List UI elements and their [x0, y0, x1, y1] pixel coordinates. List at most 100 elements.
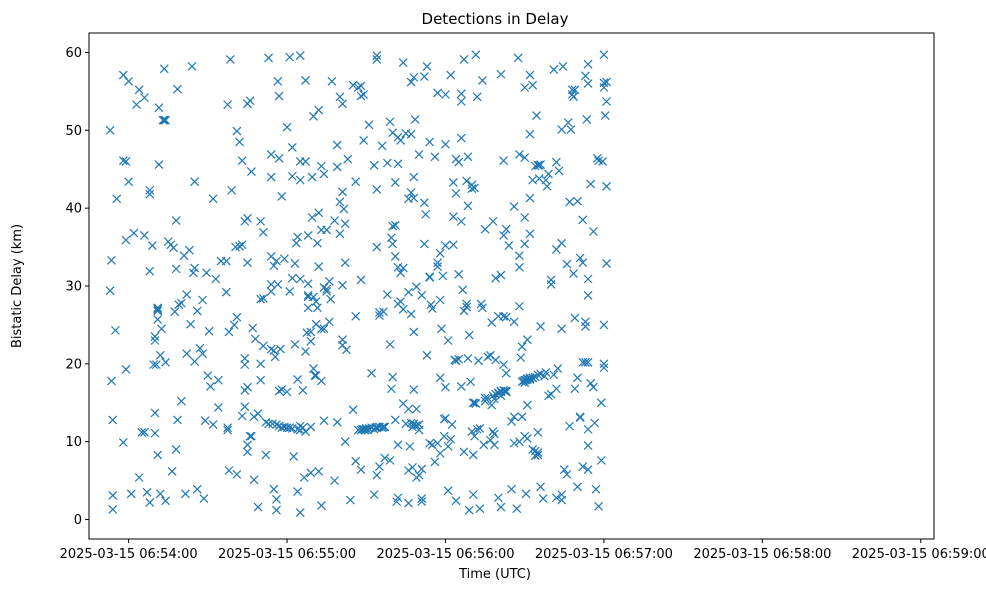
data-point	[514, 301, 524, 311]
data-point	[274, 386, 284, 396]
data-point	[583, 79, 593, 89]
data-point	[553, 364, 563, 373]
data-point	[417, 497, 427, 507]
data-point	[240, 402, 250, 412]
data-point	[272, 420, 281, 429]
data-point	[470, 431, 479, 441]
data-point	[507, 417, 516, 426]
data-point	[583, 441, 593, 451]
data-point	[398, 58, 408, 68]
data-point	[496, 502, 506, 512]
data-point	[602, 77, 611, 87]
data-point	[279, 254, 289, 264]
data-point	[433, 262, 442, 271]
data-point	[514, 251, 524, 261]
data-point	[517, 412, 527, 422]
data-point	[314, 262, 324, 271]
data-point	[266, 280, 276, 289]
data-point	[471, 50, 481, 60]
data-point	[435, 248, 445, 258]
data-point	[105, 286, 115, 296]
data-point	[182, 290, 192, 299]
data-point	[174, 300, 184, 310]
data-point	[462, 302, 472, 312]
data-point	[602, 259, 611, 268]
data-point	[594, 501, 604, 511]
x-tick-label: 2025-03-15 06:55:00	[218, 547, 356, 562]
data-point	[261, 450, 271, 460]
data-point	[525, 129, 535, 139]
data-point	[232, 126, 242, 136]
data-point	[433, 438, 442, 448]
data-point	[393, 493, 403, 503]
data-point	[369, 490, 379, 500]
data-point	[202, 268, 211, 278]
data-point	[463, 201, 473, 211]
data-point	[223, 100, 233, 110]
data-point	[599, 320, 609, 330]
data-point	[388, 221, 398, 231]
data-point	[221, 256, 231, 266]
data-point	[285, 423, 295, 433]
data-point	[145, 497, 155, 507]
data-point	[422, 350, 432, 360]
data-point	[462, 176, 472, 186]
data-point	[570, 85, 580, 95]
data-point	[419, 198, 429, 208]
data-point	[533, 370, 543, 380]
data-point	[405, 441, 415, 451]
y-tick-label: 0	[74, 513, 82, 528]
data-point	[295, 175, 305, 185]
data-point	[599, 50, 609, 60]
data-point	[142, 487, 152, 497]
data-point	[406, 309, 416, 319]
data-point	[573, 373, 582, 383]
data-point	[295, 274, 305, 284]
data-point	[310, 371, 320, 380]
data-point	[372, 470, 382, 480]
data-point	[551, 384, 561, 394]
data-point	[140, 230, 149, 240]
data-point	[463, 152, 473, 162]
chart-title: Detections in Delay	[422, 10, 569, 28]
data-point	[155, 350, 165, 360]
data-point	[134, 473, 144, 482]
data-point	[600, 111, 610, 120]
y-tick-label: 60	[65, 46, 82, 61]
data-point	[474, 356, 483, 366]
data-point	[335, 92, 345, 102]
data-point	[124, 76, 134, 86]
data-point	[504, 241, 514, 250]
data-point	[301, 346, 310, 356]
data-point	[467, 427, 477, 436]
data-point	[250, 334, 260, 344]
data-point	[108, 504, 118, 514]
x-tick-label: 2025-03-15 06:56:00	[376, 547, 514, 562]
plot-area-frame	[88, 32, 935, 540]
data-point	[158, 115, 168, 125]
data-point	[514, 150, 524, 159]
data-point	[293, 487, 303, 496]
data-point	[433, 258, 442, 268]
data-point	[340, 437, 350, 447]
data-point	[565, 421, 575, 431]
data-point	[272, 505, 281, 515]
data-point	[544, 169, 553, 179]
data-point	[516, 353, 526, 363]
data-point	[221, 287, 231, 297]
data-point	[273, 76, 283, 86]
data-point	[388, 372, 398, 382]
data-point	[581, 317, 590, 327]
data-point	[522, 400, 532, 410]
data-point	[448, 178, 458, 187]
data-point	[446, 434, 456, 444]
data-point	[390, 251, 400, 261]
data-point	[448, 212, 458, 222]
data-point	[129, 228, 139, 238]
data-point	[287, 143, 297, 152]
data-point	[538, 494, 548, 503]
data-point	[499, 156, 509, 166]
data-point	[316, 501, 326, 510]
data-point	[285, 287, 295, 296]
